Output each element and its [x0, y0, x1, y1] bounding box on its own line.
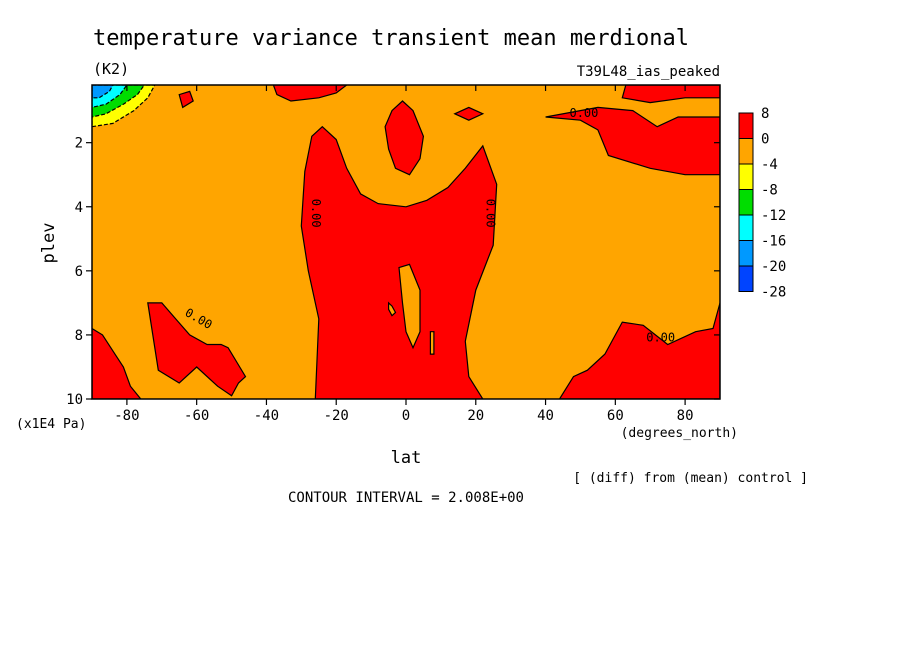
legend-swatch — [738, 240, 754, 267]
y-axis-label: plev — [39, 223, 59, 264]
contour-region-small-top-left — [178, 90, 194, 109]
legend-label: -4 — [761, 157, 778, 173]
contour-region-orange-hole-2 — [388, 301, 397, 317]
contour-region-upper-blob — [384, 100, 425, 176]
contour-label: 0.00 — [483, 199, 497, 228]
contour-region-left-lower — [92, 327, 142, 399]
x-tick-label: 0 — [402, 408, 410, 424]
y-tick-label: 4 — [75, 200, 83, 216]
x-axis-units: (degrees_north) — [621, 426, 738, 441]
contour-region-central-positive — [300, 125, 498, 399]
legend-swatch — [738, 112, 754, 139]
contour-region-small-top-mid — [453, 106, 485, 121]
contour-region-left-middle — [147, 302, 247, 397]
x-axis: -80 -60 -40 -20 0 20 40 60 80 — [114, 85, 694, 424]
contour-region-orange-sliver — [429, 331, 435, 355]
legend-label: -12 — [761, 208, 786, 224]
contour-region-top-right-strip — [621, 85, 720, 104]
plot-area — [92, 85, 720, 399]
x-tick-label: -40 — [254, 408, 279, 424]
legend-swatch — [738, 214, 754, 241]
legend-swatch — [738, 265, 754, 292]
x-tick-label: -80 — [114, 408, 139, 424]
legend-label: -8 — [761, 183, 778, 199]
run-label: T39L48_ias_peaked — [577, 64, 720, 80]
legend-swatch — [738, 163, 754, 190]
chart-title: temperature variance transient mean merd… — [93, 26, 689, 51]
y-tick-label: 10 — [66, 392, 83, 408]
color-legend: 8 0 -4 -8 -12 -16 -20 -28 — [738, 106, 786, 301]
contour-region-orange-hole-1 — [398, 263, 421, 350]
legend-swatch — [738, 189, 754, 216]
legend-label: -20 — [761, 259, 786, 275]
contour-label: 0.00 — [309, 199, 323, 228]
legend-label: -28 — [761, 285, 786, 301]
diff-note: [ (diff) from (mean) control ] — [573, 471, 808, 486]
x-tick-label: 60 — [607, 408, 624, 424]
x-tick-label: -60 — [184, 408, 209, 424]
legend-label: 0 — [761, 132, 769, 148]
x-tick-label: 40 — [537, 408, 554, 424]
x-tick-label: 80 — [677, 408, 694, 424]
y-tick-label: 6 — [75, 264, 83, 280]
legend-label: 8 — [761, 106, 769, 122]
y-axis-units: (x1E4 Pa) — [16, 417, 86, 432]
legend-swatch — [738, 138, 754, 165]
contour-interval: CONTOUR INTERVAL = 2.008E+00 — [288, 490, 524, 506]
legend-label: -16 — [761, 234, 786, 250]
y-axis: 2 4 6 8 10 — [66, 136, 720, 408]
x-axis-label: lat — [391, 448, 422, 468]
contour-label: 0.00 — [569, 106, 598, 120]
y-tick-label: 2 — [75, 136, 83, 152]
units-label: (K2) — [93, 60, 129, 78]
contour-region-right-lower — [558, 302, 720, 399]
contour-region-right-upper — [545, 106, 720, 176]
contour-region-top-left-strip — [272, 85, 348, 102]
x-tick-label: -20 — [324, 408, 349, 424]
contour-region-cold-blue — [92, 85, 114, 99]
y-tick-label: 8 — [75, 328, 83, 344]
x-tick-label: 20 — [467, 408, 484, 424]
contour-label: 0.00 — [646, 330, 675, 344]
